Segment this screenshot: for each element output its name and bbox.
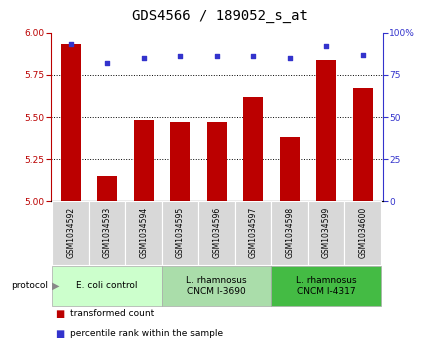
Text: transformed count: transformed count xyxy=(70,309,154,318)
Bar xyxy=(345,201,381,265)
Bar xyxy=(162,201,198,265)
Bar xyxy=(243,97,263,201)
Bar xyxy=(353,88,373,201)
Point xyxy=(323,43,330,49)
Text: ▶: ▶ xyxy=(51,281,59,291)
Bar xyxy=(61,45,81,201)
Text: GSM1034596: GSM1034596 xyxy=(212,206,221,258)
Bar xyxy=(52,201,89,265)
Text: L. rhamnosus
CNCM I-4317: L. rhamnosus CNCM I-4317 xyxy=(296,276,356,295)
Bar xyxy=(162,266,271,306)
Point xyxy=(286,55,293,61)
Bar xyxy=(97,176,117,201)
Bar xyxy=(271,201,308,265)
Text: GSM1034593: GSM1034593 xyxy=(103,206,112,258)
Text: GSM1034598: GSM1034598 xyxy=(285,207,294,257)
Text: GSM1034597: GSM1034597 xyxy=(249,206,258,258)
Point xyxy=(213,53,220,59)
Text: E. coli control: E. coli control xyxy=(77,281,138,290)
Text: L. rhamnosus
CNCM I-3690: L. rhamnosus CNCM I-3690 xyxy=(187,276,247,295)
Bar xyxy=(308,201,345,265)
Text: GDS4566 / 189052_s_at: GDS4566 / 189052_s_at xyxy=(132,9,308,23)
Point xyxy=(177,53,184,59)
Text: GSM1034595: GSM1034595 xyxy=(176,206,185,258)
Text: GSM1034594: GSM1034594 xyxy=(139,206,148,258)
Text: GSM1034600: GSM1034600 xyxy=(358,206,367,258)
Bar xyxy=(198,201,235,265)
Text: ■: ■ xyxy=(55,329,64,339)
Bar xyxy=(134,121,154,201)
Bar xyxy=(207,122,227,201)
Point xyxy=(140,55,147,61)
Bar xyxy=(271,266,381,306)
Text: GSM1034592: GSM1034592 xyxy=(66,207,75,257)
Bar xyxy=(280,137,300,201)
Point xyxy=(67,42,74,48)
Point xyxy=(249,53,257,59)
Bar xyxy=(125,201,162,265)
Point xyxy=(359,52,366,57)
Text: ■: ■ xyxy=(55,309,64,319)
Text: protocol: protocol xyxy=(11,281,48,290)
Bar xyxy=(316,60,336,201)
Text: GSM1034599: GSM1034599 xyxy=(322,206,331,258)
Bar xyxy=(170,122,190,201)
Bar xyxy=(235,201,271,265)
Point xyxy=(104,60,111,66)
Bar xyxy=(52,266,162,306)
Bar xyxy=(89,201,125,265)
Text: percentile rank within the sample: percentile rank within the sample xyxy=(70,329,224,338)
